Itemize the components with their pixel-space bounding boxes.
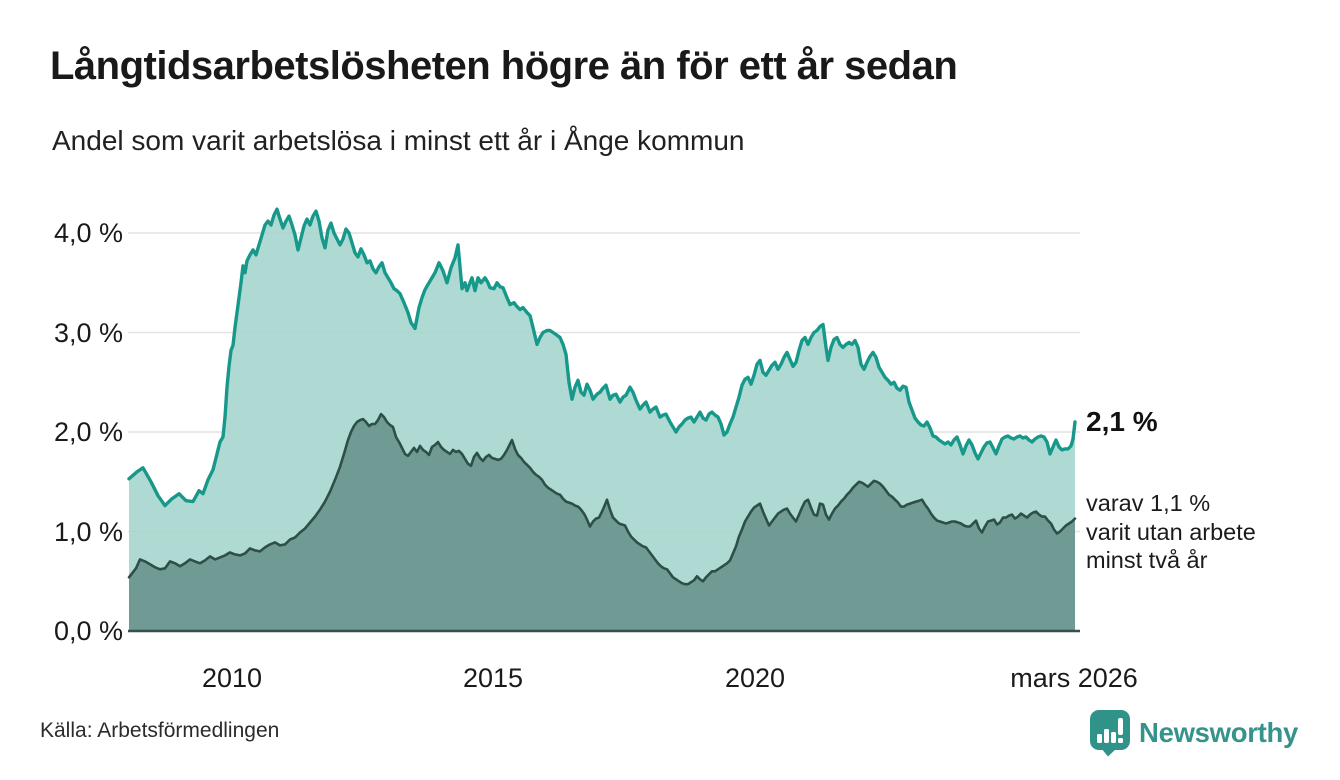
y-tick-label-2: 2,0 % (53, 417, 123, 447)
newsworthy-brand: Newsworthy (1090, 708, 1298, 758)
y-tick-label-3: 3,0 % (53, 317, 123, 348)
x-tick-label-2015: 2015 (462, 663, 524, 693)
x-tick-label-2020: 2020 (724, 663, 786, 693)
x-tick-label-2010: 2010 (201, 663, 263, 693)
newsworthy-wordmark: Newsworthy (1139, 717, 1298, 748)
chart-subtitle: Andel som varit arbetslösa i minst ett å… (52, 125, 745, 156)
end-value-label: 2,1 % (1086, 406, 1158, 437)
series-area-1 (129, 414, 1075, 631)
y-tick-label-1: 1,0 % (53, 516, 123, 547)
secondary-series-note: varav 1,1 % varit utan arbete minst två … (1086, 490, 1256, 573)
x-tick-label-mars-2026: mars 2026 (1010, 663, 1138, 693)
series-line-1 (127, 412, 1077, 586)
source-note: Källa: Arbetsförmedlingen (40, 719, 280, 742)
y-tick-label-0: 0,0 % (53, 616, 123, 646)
series-line-0 (127, 207, 1077, 508)
y-tick-label-4: 4,0 % (53, 218, 123, 248)
newsworthy-logo-icon (1090, 709, 1131, 756)
chart-title: Långtidsarbetslösheten högre än för ett … (50, 44, 958, 88)
